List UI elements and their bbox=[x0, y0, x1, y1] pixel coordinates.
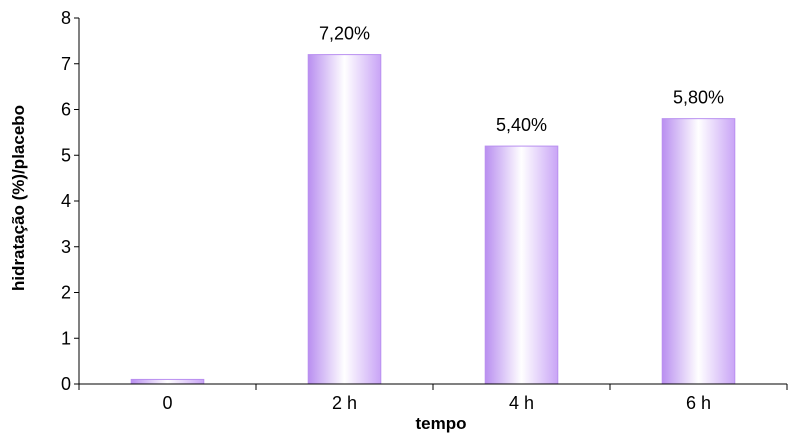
y-tick-label: 0 bbox=[61, 374, 71, 394]
y-tick-label: 3 bbox=[61, 237, 71, 257]
y-tick-label: 4 bbox=[61, 191, 71, 211]
x-tick-labels: 0 2 h 4 h 6 h bbox=[162, 393, 711, 413]
x-axis-title: tempo bbox=[416, 414, 467, 433]
data-label-2: 5,40% bbox=[496, 115, 547, 135]
y-axis-title: hidratação (%)/placebo bbox=[9, 105, 28, 291]
bars-group bbox=[130, 54, 736, 385]
x-tick-label: 6 h bbox=[686, 393, 711, 413]
x-tick-label: 0 bbox=[162, 393, 172, 413]
y-tick-label: 2 bbox=[61, 283, 71, 303]
data-label-1: 7,20% bbox=[319, 24, 370, 44]
bar-1 bbox=[307, 54, 382, 385]
data-label-3: 5,80% bbox=[673, 88, 724, 108]
y-tick-label: 5 bbox=[61, 145, 71, 165]
y-tick-label: 1 bbox=[61, 328, 71, 348]
bar-0 bbox=[130, 378, 205, 385]
y-tick-label: 7 bbox=[61, 54, 71, 74]
data-labels-group: 7,20% 5,40% 5,80% bbox=[319, 24, 724, 136]
y-tick-labels: 0 1 2 3 4 5 6 7 8 bbox=[61, 8, 71, 394]
y-tick-label: 6 bbox=[61, 100, 71, 120]
bar-2 bbox=[484, 145, 559, 385]
axes-group bbox=[74, 17, 788, 390]
x-tick-label: 4 h bbox=[509, 393, 534, 413]
x-tick-label: 2 h bbox=[332, 393, 357, 413]
bar-3 bbox=[661, 118, 736, 385]
y-tick-label: 8 bbox=[61, 8, 71, 28]
